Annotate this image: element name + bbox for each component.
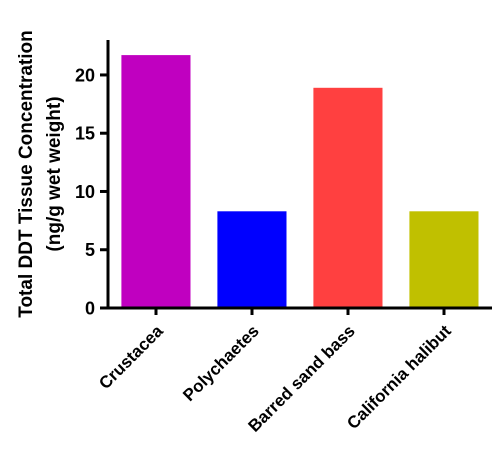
y-tick-label: 10 <box>75 182 95 202</box>
bar-crustacea <box>121 55 191 308</box>
bar-barred-sand-bass <box>313 87 383 308</box>
y-ticks-group: 0 5 10 15 20 <box>75 65 108 319</box>
bar-california-halibut <box>409 211 479 308</box>
axes-group <box>106 40 492 315</box>
x-tick-label: California halibut <box>343 321 455 433</box>
y-tick-label: 20 <box>75 65 95 85</box>
bars-group <box>121 55 479 308</box>
x-tick-label: Barred sand bass <box>244 321 358 435</box>
y-axis-title-line-1: Total DDT Tissue Concentration <box>16 30 37 318</box>
x-tick-label: Polychaetes <box>179 321 263 405</box>
y-tick-label: 5 <box>85 240 95 260</box>
y-axis-title: Total DDT Tissue Concentration (ng/g wet… <box>16 30 65 318</box>
bar-polychaetes <box>217 211 287 308</box>
y-tick-label: 0 <box>85 299 95 319</box>
y-tick-label: 15 <box>75 124 95 144</box>
x-tick-label: Crustacea <box>95 321 167 393</box>
y-axis-title-line-2: (ng/g wet weight) <box>44 96 65 251</box>
